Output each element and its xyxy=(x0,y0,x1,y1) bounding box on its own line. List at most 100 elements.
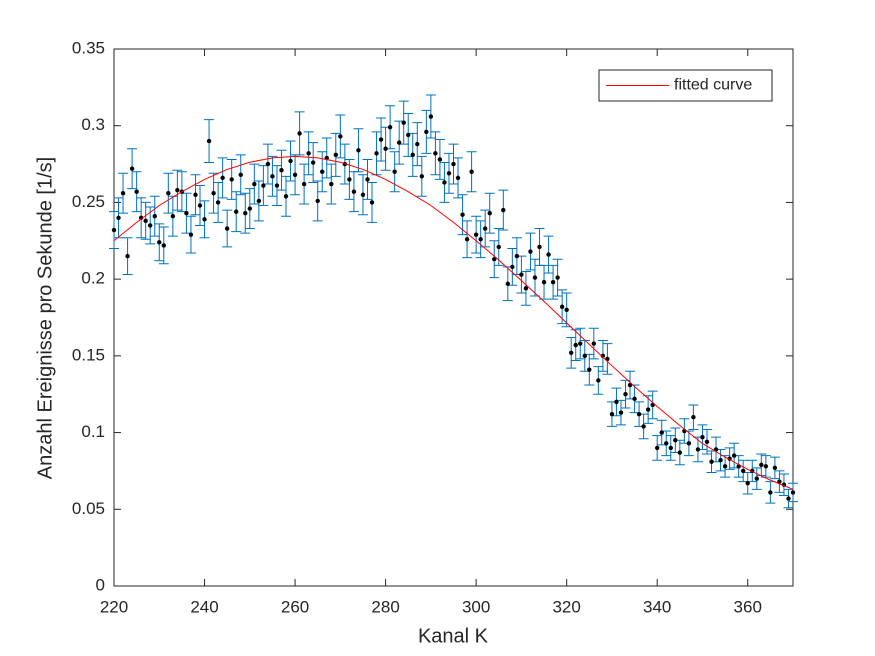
data-point xyxy=(265,161,271,167)
data-point xyxy=(446,171,452,176)
data-point xyxy=(211,191,216,196)
data-point xyxy=(578,341,583,346)
data-point xyxy=(193,192,198,197)
data-point xyxy=(415,141,420,147)
data-point xyxy=(129,166,135,171)
x-tick-label: 220 xyxy=(100,597,128,616)
data-point xyxy=(609,411,615,417)
data-point xyxy=(505,281,511,286)
y-axis-label: Anzahl Ereignisse pro Sekunde [1/s] xyxy=(34,157,56,479)
data-point xyxy=(157,240,162,245)
data-point xyxy=(120,191,126,196)
data-point xyxy=(143,218,148,224)
data-point xyxy=(396,140,402,145)
data-point xyxy=(668,445,673,451)
data-point xyxy=(125,253,130,259)
data-point xyxy=(623,392,628,397)
data-point xyxy=(297,131,302,136)
data-point xyxy=(591,341,597,346)
fitted-curve xyxy=(113,155,794,490)
data-point xyxy=(541,280,547,285)
data-point xyxy=(686,441,692,446)
data-point xyxy=(433,151,438,156)
data-point xyxy=(351,189,357,194)
data-point xyxy=(424,129,429,135)
data-point xyxy=(537,244,542,250)
data-point xyxy=(722,464,728,469)
data-point xyxy=(206,138,212,144)
y-tick-label: 0.2 xyxy=(81,269,105,288)
data-point xyxy=(614,399,619,405)
data-point xyxy=(532,275,538,280)
data-point xyxy=(383,146,388,151)
data-point xyxy=(768,490,773,495)
data-point xyxy=(777,479,782,484)
x-tick-label: 300 xyxy=(462,597,490,616)
data-point xyxy=(568,350,574,355)
x-axis-label: Kanal K xyxy=(418,625,489,647)
data-point xyxy=(573,342,578,348)
y-tick-label: 0.1 xyxy=(81,422,105,441)
data-point xyxy=(519,272,524,277)
data-point xyxy=(700,434,705,440)
data-point xyxy=(256,198,262,204)
data-point xyxy=(492,256,497,262)
data-point xyxy=(301,181,307,187)
x-tick-label: 240 xyxy=(190,597,218,616)
y-tick-label: 0.25 xyxy=(72,192,105,211)
data-point xyxy=(596,378,601,383)
data-point xyxy=(234,209,239,214)
data-point xyxy=(338,134,343,139)
data-point xyxy=(451,161,456,167)
data-point xyxy=(116,215,121,220)
data-point xyxy=(306,151,311,156)
data-point xyxy=(224,226,230,231)
x-tick-label: 280 xyxy=(371,597,399,616)
data-point xyxy=(170,214,176,219)
data-point xyxy=(460,212,465,217)
data-point xyxy=(587,367,592,372)
data-point xyxy=(365,177,370,182)
data-point xyxy=(618,410,624,415)
data-point xyxy=(220,175,225,181)
data-point xyxy=(252,181,257,187)
data-point xyxy=(655,445,660,451)
data-point xyxy=(369,200,375,205)
data-point xyxy=(772,465,778,471)
data-point xyxy=(274,183,280,188)
data-point xyxy=(188,232,194,237)
data-point xyxy=(442,180,447,185)
data-point xyxy=(523,286,529,291)
data-point xyxy=(528,249,533,254)
data-point xyxy=(790,490,796,495)
data-point xyxy=(184,210,189,216)
x-tick-label: 260 xyxy=(281,597,309,616)
data-point xyxy=(704,439,710,444)
data-point xyxy=(487,210,492,216)
x-tick-label: 360 xyxy=(734,597,762,616)
data-point xyxy=(754,476,759,481)
y-tick-label: 0.3 xyxy=(81,115,105,134)
data-point xyxy=(283,194,289,199)
data-point xyxy=(292,172,298,178)
data-point xyxy=(243,210,248,216)
data-point xyxy=(555,275,560,280)
data-point xyxy=(347,177,352,182)
data-point xyxy=(310,160,316,165)
data-point xyxy=(482,226,488,231)
data-point xyxy=(428,114,434,119)
data-point xyxy=(745,481,750,486)
data-point xyxy=(550,280,556,285)
data-point xyxy=(478,237,483,242)
data-point xyxy=(763,464,769,469)
data-point xyxy=(333,152,339,158)
data-point xyxy=(709,459,714,464)
data-point xyxy=(464,237,470,242)
data-point xyxy=(600,353,606,359)
data-point xyxy=(134,189,139,194)
data-point xyxy=(202,217,207,222)
data-point xyxy=(378,137,384,142)
data-point xyxy=(166,191,171,196)
